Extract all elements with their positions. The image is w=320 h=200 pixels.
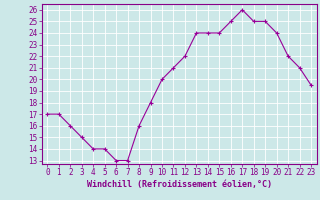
X-axis label: Windchill (Refroidissement éolien,°C): Windchill (Refroidissement éolien,°C) xyxy=(87,180,272,189)
